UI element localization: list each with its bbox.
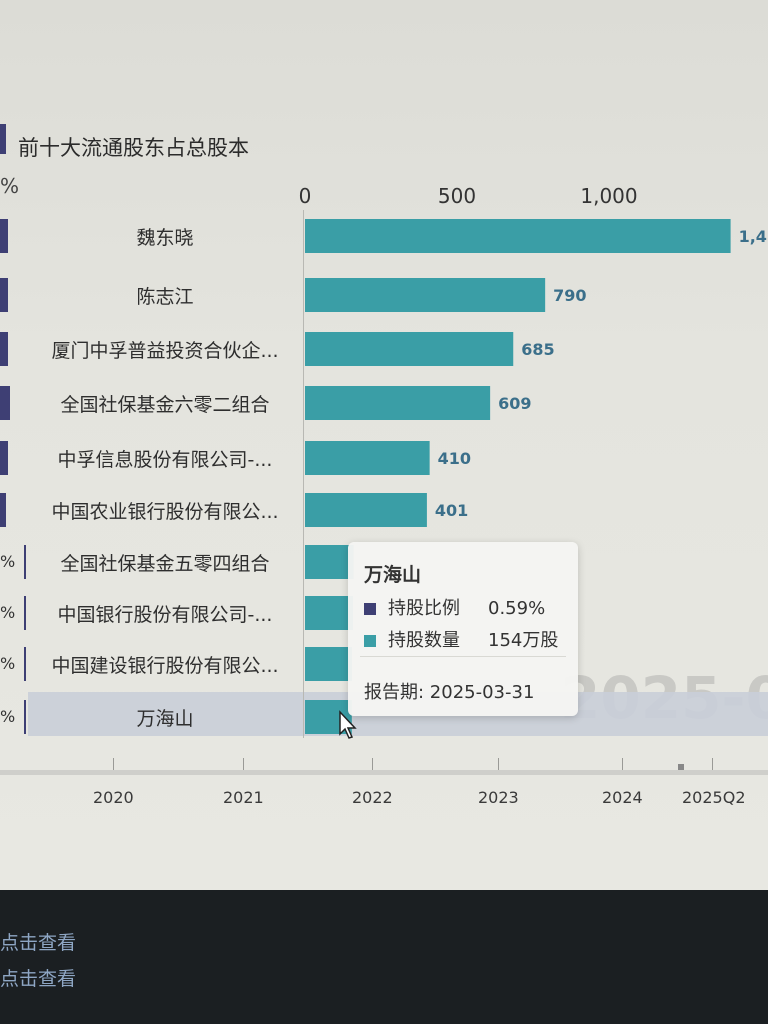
share-count-bar[interactable] (305, 493, 427, 527)
timeline-handle[interactable] (678, 764, 684, 770)
timeline-tick (622, 758, 623, 770)
timeline-label[interactable]: 2021 (223, 788, 264, 807)
timeline-tick (498, 758, 499, 770)
timeline-tick (243, 758, 244, 770)
percent-axis-label: % (0, 174, 20, 198)
bottom-panel: 点击查看 点击查看 (0, 890, 768, 1024)
share-ratio-bar[interactable] (24, 596, 26, 630)
category-label: 中国建设银行股份有限公... (51, 655, 279, 677)
share-count-bar[interactable] (305, 596, 354, 630)
category-label: 中国农业银行股份有限公... (51, 501, 279, 523)
category-label: 全国社保基金五零四组合 (60, 553, 270, 575)
category-label: 万海山 (136, 708, 194, 730)
bar-value-label: 1,4 (739, 227, 767, 246)
ratio-tick-label: % (0, 707, 16, 726)
tooltip-row-count: 持股数量 154万股 (364, 626, 558, 652)
share-count-bar[interactable] (305, 332, 514, 366)
view-link[interactable]: 点击查看 (0, 968, 77, 990)
title-marker (0, 124, 6, 154)
bar-value-label: 401 (435, 501, 468, 520)
share-count-bar[interactable] (305, 386, 491, 420)
share-count-bar[interactable] (305, 647, 353, 681)
bar-value-label: 410 (438, 449, 471, 468)
tooltip-date: 报告期: 2025-03-31 (364, 682, 535, 703)
timeline-label[interactable]: 2024 (602, 788, 643, 807)
ratio-tick-label: % (0, 654, 16, 673)
timeline-label[interactable]: 2022 (352, 788, 393, 807)
chart-title: 前十大流通股东占总股本 (18, 136, 249, 160)
timeline-track[interactable] (0, 770, 768, 775)
bar-value-label: 790 (553, 286, 586, 305)
category-label: 魏东晓 (136, 227, 194, 249)
monitor-screen: 前十大流通股东占总股本 % %%%% 2025-03-31 魏东晓陈志江厦门中孚… (0, 0, 768, 890)
share-ratio-bar[interactable] (0, 219, 8, 253)
timeline-tick (712, 758, 713, 770)
category-label: 全国社保基金六零二组合 (60, 394, 270, 416)
category-label: 中国银行股份有限公司-... (57, 604, 273, 626)
category-label: 陈志江 (136, 286, 194, 308)
share-count-bar[interactable] (305, 278, 546, 312)
share-ratio-bar[interactable] (0, 493, 6, 527)
tooltip-row-ratio: 持股比例 0.59% (364, 594, 545, 620)
share-ratio-bar[interactable] (24, 647, 26, 681)
timeline-tick (372, 758, 373, 770)
share-ratio-bar[interactable] (24, 545, 26, 579)
x-tick-label: 500 (438, 184, 476, 208)
timeline-label[interactable]: 2023 (478, 788, 519, 807)
tooltip-value: 154万股 (488, 630, 559, 651)
mouse-cursor-icon (339, 710, 357, 739)
timeline-label[interactable]: 2025Q2 (682, 788, 746, 807)
tooltip-label: 持股比例 (388, 598, 460, 619)
bar-value-label: 685 (521, 340, 554, 359)
category-label: 厦门中孚普益投资合伙企... (51, 340, 279, 362)
share-ratio-bar[interactable] (0, 441, 8, 475)
share-count-bar[interactable] (305, 545, 354, 579)
x-tick-label: 0 (299, 184, 312, 208)
bar-chart[interactable]: 0 500 1,000 1,4 790 685 609 410 401 (0, 0, 768, 890)
tooltip-divider (360, 656, 566, 657)
bar-value-label: 609 (498, 394, 531, 413)
share-ratio-bar[interactable] (0, 386, 10, 420)
ratio-swatch (364, 603, 376, 615)
tooltip: 万海山 持股比例 0.59% 持股数量 154万股 报告期: 2025-03-31 (348, 542, 578, 716)
ratio-tick-label: % (0, 552, 16, 571)
x-tick-label: 1,000 (580, 184, 637, 208)
timeline-label[interactable]: 2020 (93, 788, 134, 807)
tooltip-value: 0.59% (488, 598, 546, 619)
ratio-tick-label: % (0, 603, 16, 622)
category-label: 中孚信息股份有限公司-... (57, 449, 273, 471)
share-count-bar[interactable] (305, 441, 430, 475)
share-ratio-bar[interactable] (0, 278, 8, 312)
timeline-tick (113, 758, 114, 770)
share-ratio-bar[interactable] (24, 700, 26, 734)
share-count-bar[interactable] (305, 219, 731, 253)
view-link[interactable]: 点击查看 (0, 932, 77, 954)
tooltip-title: 万海山 (364, 564, 422, 586)
tooltip-label: 持股数量 (388, 630, 460, 651)
axis-line (303, 210, 304, 738)
count-swatch (364, 635, 376, 647)
share-ratio-bar[interactable] (0, 332, 8, 366)
